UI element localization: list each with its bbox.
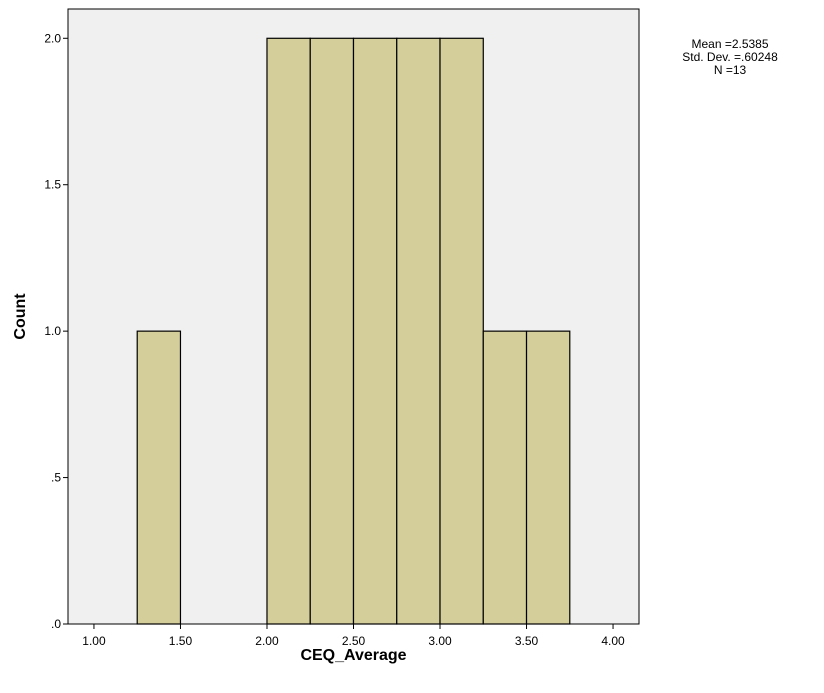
histogram-bar-8 xyxy=(525,330,571,625)
y-tick-label-0: .0 xyxy=(51,617,61,631)
x-tick-label-3: 2.50 xyxy=(342,634,366,648)
y-tick-label-2: 1.0 xyxy=(44,324,61,338)
histogram-bar-1 xyxy=(136,330,182,625)
mean-stat: Mean =2.5385 xyxy=(691,37,769,51)
x-tick-label-6: 4.00 xyxy=(601,634,625,648)
histogram-bar-5 xyxy=(396,37,441,625)
y-axis-title: Count xyxy=(12,293,29,340)
histogram-bar-6 xyxy=(439,37,484,625)
x-axis: 1.00 1.50 2.00 2.50 3.00 3.50 4.00 xyxy=(82,624,625,648)
histogram-bars xyxy=(136,37,571,625)
histogram-bar-2 xyxy=(266,37,311,625)
x-axis-title: CEQ_Average xyxy=(300,647,406,664)
x-tick-label-2: 2.00 xyxy=(255,634,279,648)
x-tick-label-5: 3.50 xyxy=(515,634,539,648)
x-tick-label-0: 1.00 xyxy=(82,634,106,648)
histogram-bar-4 xyxy=(352,37,398,625)
y-tick-label-3: 1.5 xyxy=(44,178,61,192)
y-tick-label-4: 2.0 xyxy=(44,31,61,45)
x-tick-label-1: 1.50 xyxy=(169,634,193,648)
y-tick-label-1: .5 xyxy=(51,471,61,485)
n-stat: N =13 xyxy=(713,63,747,77)
x-tick-label-4: 3.00 xyxy=(428,634,452,648)
histogram-bar-7 xyxy=(482,330,528,625)
std-dev-stat: Std. Dev. =.60248 xyxy=(682,50,778,64)
histogram-bar-3 xyxy=(309,37,355,625)
y-axis: .0 .5 1.0 1.5 2.0 xyxy=(44,31,68,631)
summary-statistics: Mean =2.5385 Std. Dev. =.60248 N =13 xyxy=(660,38,800,77)
